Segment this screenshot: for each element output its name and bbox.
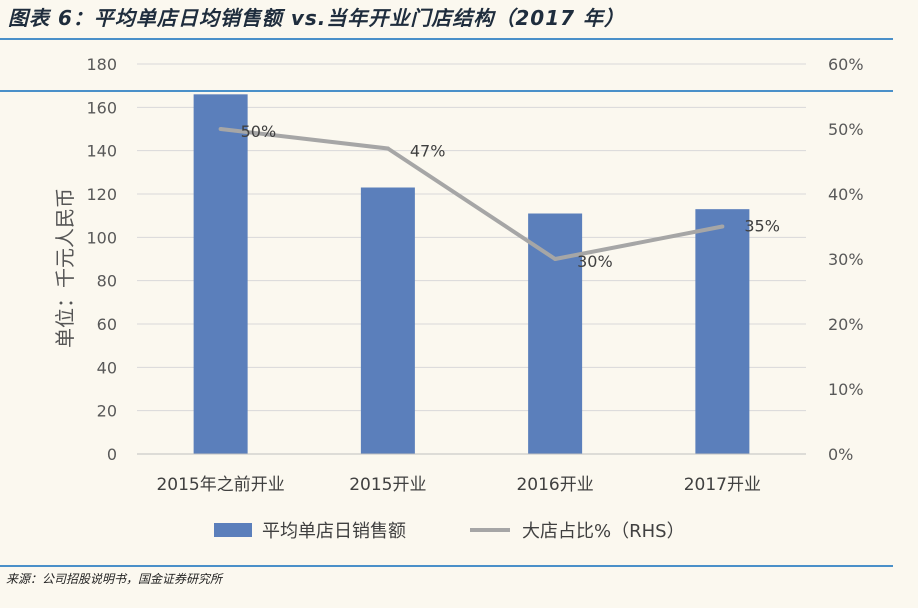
figure-title: 图表 6：平均单店日均销售额 vs.当年开业门店结构（2017 年） (8, 6, 626, 30)
y2-tick-label: 20% (828, 315, 864, 334)
x-tick-label: 2015开业 (349, 475, 426, 495)
line-series: 50% 47% 30% 35% (218, 122, 780, 271)
bar (528, 213, 583, 454)
y-tick-label: 20 (97, 402, 117, 421)
legend-label-bars: 平均单店日销售额 (262, 521, 406, 542)
y-axis-right: 0% 10% 20% 30% 40% 50% 60% (828, 55, 864, 464)
y2-tick-label: 50% (828, 120, 864, 139)
x-axis: 2015年之前开业 2015开业 2016开业 2017开业 (137, 453, 806, 495)
line-point (720, 224, 725, 229)
y-tick-label: 160 (86, 98, 117, 117)
line-path (220, 127, 723, 261)
y-tick-label: 140 (86, 142, 117, 161)
data-label: 50% (241, 122, 277, 141)
x-tick-label: 2015年之前开业 (156, 475, 284, 495)
data-label: 47% (410, 142, 446, 161)
bar (193, 94, 248, 454)
y2-tick-label: 40% (828, 185, 864, 204)
gridlines (137, 63, 806, 455)
y2-tick-label: 30% (828, 250, 864, 269)
y-tick-label: 0 (107, 445, 117, 464)
y-tick-label: 100 (86, 228, 117, 247)
bar (695, 209, 750, 454)
bar-series (193, 94, 750, 454)
data-label: 35% (744, 217, 780, 236)
y2-tick-label: 60% (828, 55, 864, 74)
chart-top-rule (0, 90, 893, 92)
line-point (553, 257, 558, 261)
y-tick-label: 80 (97, 272, 117, 291)
y-axis-left: 0 20 40 60 80 100 120 140 160 180 (86, 55, 117, 464)
x-tick-label: 2017开业 (684, 475, 761, 495)
line-point (385, 146, 390, 151)
y2-tick-label: 10% (828, 380, 864, 399)
y-tick-label: 60 (97, 315, 117, 334)
legend: 平均单店日销售额 大店占比%（RHS） (214, 521, 685, 542)
data-label: 30% (577, 252, 613, 271)
source-note: 来源：公司招股说明书，国金证券研究所 (6, 572, 223, 586)
bar (360, 187, 415, 454)
y-axis-title: 单位：千元人民币 (53, 188, 77, 348)
y-tick-label: 40 (97, 358, 117, 377)
legend-swatch-bars (214, 523, 252, 537)
y-tick-label: 120 (86, 185, 117, 204)
source-rule (0, 565, 893, 567)
x-tick-label: 2016开业 (516, 475, 593, 495)
legend-label-line: 大店占比%（RHS） (522, 521, 685, 542)
y-tick-label: 180 (86, 55, 117, 74)
line-point (218, 127, 223, 131)
y2-tick-label: 0% (828, 445, 853, 464)
title-rule (0, 38, 893, 40)
